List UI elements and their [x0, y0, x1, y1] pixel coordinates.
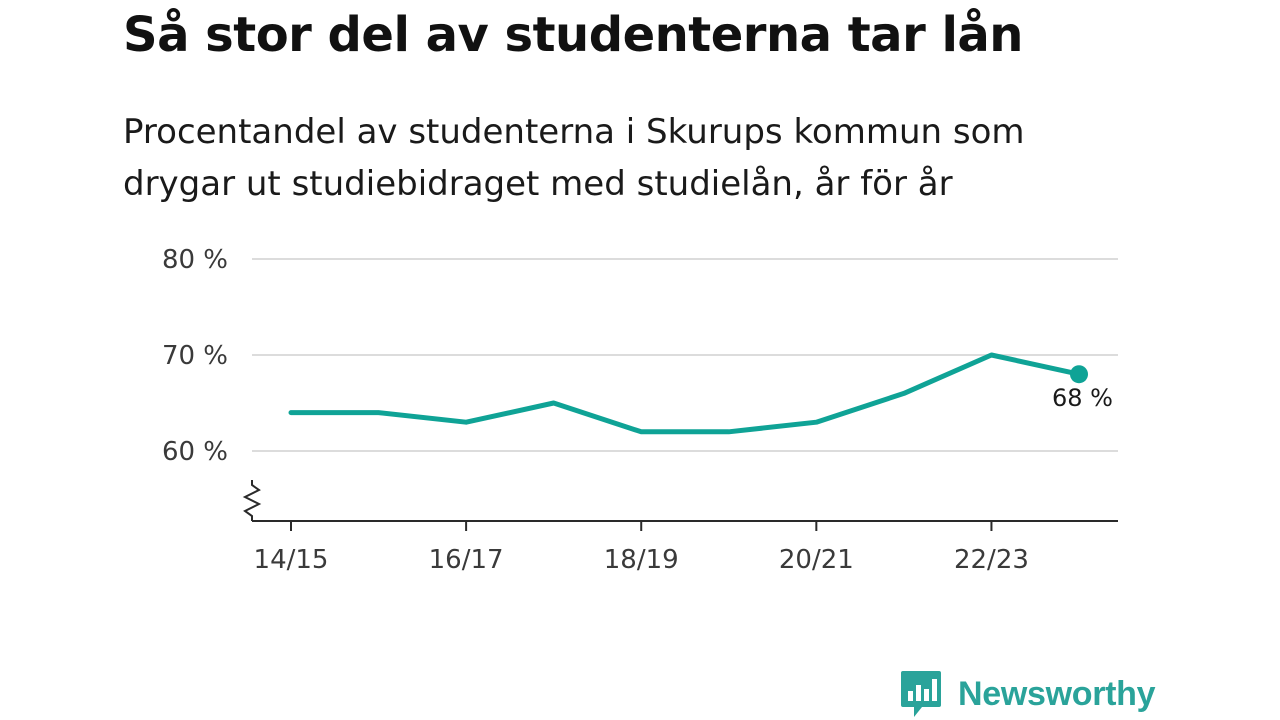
newsworthy-brand: Newsworthy: [900, 668, 1156, 720]
x-axis-ticks: 14/15 16/17 18/19 20/21 22/23: [254, 521, 1029, 575]
y-tick-label: 60 %: [162, 437, 228, 467]
series-line: [288, 352, 1082, 435]
x-tick-label: 18/19: [604, 545, 679, 575]
y-tick-label: 70 %: [162, 341, 228, 371]
y-tick-label: 80 %: [162, 245, 228, 275]
chart-subtitle: Procentandel av studenterna i Skurups ko…: [123, 112, 1025, 204]
x-tick-label: 14/15: [254, 545, 329, 575]
end-value-label: 68 %: [1052, 384, 1113, 412]
gridlines: [252, 258, 1118, 452]
newsworthy-wordmark: Newsworthy: [958, 674, 1156, 713]
newsworthy-logo-icon: [901, 671, 941, 717]
end-point-marker: [1070, 365, 1088, 384]
series: 68 %: [288, 352, 1113, 435]
chart-title: Så stor del av studenterna tar lån: [123, 7, 1023, 63]
x-tick-label: 16/17: [429, 545, 504, 575]
y-axis-break-icon: [242, 480, 262, 521]
axes: [242, 480, 1118, 522]
x-tick-label: 20/21: [779, 545, 854, 575]
y-axis-ticks: 60 % 70 % 80 %: [162, 245, 228, 467]
x-tick-label: 22/23: [954, 545, 1029, 575]
